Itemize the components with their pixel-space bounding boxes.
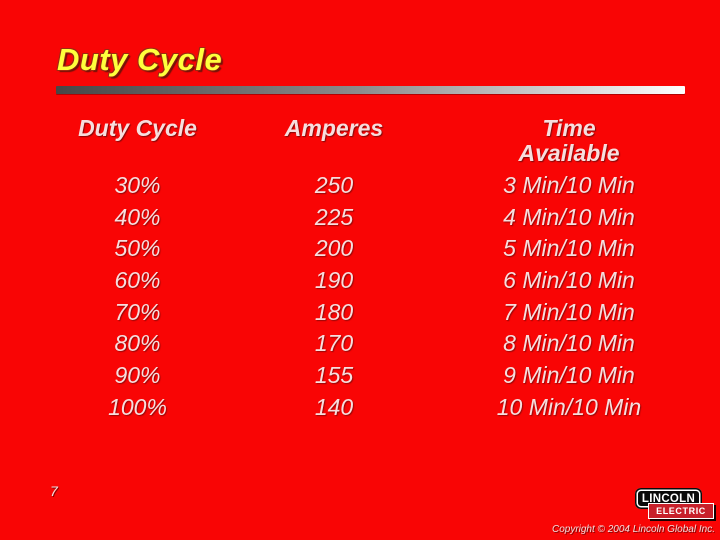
duty-cycle-cell: 80% — [114, 330, 161, 357]
time-available-cell: 5 Min/10 Min — [503, 235, 635, 262]
duty-cycle-cell: 30% — [114, 172, 161, 198]
table-header-row: Duty Cycle Amperes Time Available — [60, 116, 685, 170]
col-header-time-available: Time Available — [518, 115, 620, 166]
title-underline-rule — [56, 86, 685, 94]
duty-cycle-cell: 40% — [114, 203, 161, 230]
time-available-cell: 8 Min/10 Min — [503, 330, 635, 357]
slide-title: Duty Cycle — [57, 42, 223, 77]
duty-cycle-cell: 100% — [108, 393, 167, 420]
time-available-cell: 10 Min/10 Min — [496, 393, 642, 420]
amperes-cell: 155 — [314, 362, 354, 389]
table-row: 30% 250 3 Min/10 Min — [60, 170, 685, 202]
time-available-cell: 9 Min/10 Min — [503, 362, 635, 389]
table-row: 40% 225 4 Min/10 Min — [60, 202, 685, 234]
table-row: 80% 170 8 Min/10 Min — [60, 328, 685, 360]
duty-cycle-cell: 60% — [114, 267, 161, 294]
time-available-cell: 6 Min/10 Min — [503, 267, 635, 294]
table-row: 60% 190 6 Min/10 Min — [60, 265, 685, 297]
logo-electric-text: ELECTRIC — [656, 506, 706, 516]
lincoln-electric-logo: LINCOLN ELECTRIC — [635, 488, 717, 522]
logo-electric-box: ELECTRIC — [648, 503, 714, 519]
amperes-cell: 180 — [314, 298, 354, 325]
duty-cycle-cell: 70% — [114, 298, 161, 325]
amperes-cell: 225 — [314, 203, 354, 230]
table-row: 100% 140 10 Min/10 Min — [60, 392, 685, 424]
amperes-cell: 140 — [314, 393, 354, 420]
duty-cycle-cell: 90% — [114, 362, 161, 389]
duty-cycle-cell: 50% — [114, 235, 161, 262]
table-row: 90% 155 9 Min/10 Min — [60, 360, 685, 392]
time-available-cell: 3 Min/10 Min — [503, 172, 635, 198]
page-number: 7 — [50, 483, 58, 499]
logo-lincoln-text: LINCOLN — [641, 492, 696, 505]
amperes-cell: 200 — [314, 235, 354, 262]
time-available-cell: 4 Min/10 Min — [503, 203, 635, 230]
col-header-amperes: Amperes — [284, 115, 384, 141]
col-header-duty-cycle: Duty Cycle — [78, 115, 197, 141]
amperes-cell: 250 — [314, 172, 354, 198]
duty-cycle-table: Duty Cycle Amperes Time Available 30% 25… — [60, 116, 685, 424]
table-row: 70% 180 7 Min/10 Min — [60, 297, 685, 329]
amperes-cell: 170 — [314, 330, 354, 357]
table-row: 50% 200 5 Min/10 Min — [60, 233, 685, 265]
copyright-text: Copyright © 2004 Lincoln Global Inc. — [551, 524, 715, 535]
amperes-cell: 190 — [314, 267, 354, 294]
time-available-cell: 7 Min/10 Min — [503, 298, 635, 325]
